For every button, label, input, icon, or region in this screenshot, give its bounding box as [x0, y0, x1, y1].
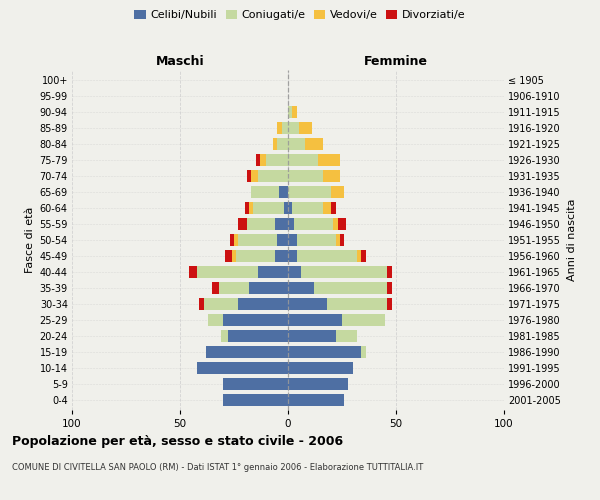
Bar: [223, 394, 288, 406]
Bar: [251, 170, 258, 182]
Bar: [288, 346, 361, 358]
Bar: [199, 298, 204, 310]
Bar: [258, 266, 288, 278]
Bar: [212, 282, 219, 294]
Bar: [288, 330, 335, 342]
Bar: [238, 298, 288, 310]
Bar: [258, 170, 288, 182]
Bar: [247, 170, 251, 182]
Bar: [288, 170, 323, 182]
Bar: [288, 298, 327, 310]
Text: Maschi: Maschi: [155, 54, 205, 68]
Bar: [266, 154, 288, 166]
Bar: [388, 266, 392, 278]
Text: Popolazione per età, sesso e stato civile - 2006: Popolazione per età, sesso e stato civil…: [12, 435, 343, 448]
Bar: [219, 282, 249, 294]
Bar: [197, 362, 288, 374]
Bar: [280, 186, 288, 198]
Bar: [318, 154, 340, 166]
Bar: [253, 202, 284, 214]
Bar: [232, 250, 236, 262]
Bar: [288, 362, 353, 374]
Bar: [388, 282, 392, 294]
Bar: [223, 378, 288, 390]
Bar: [292, 202, 323, 214]
Bar: [249, 282, 288, 294]
Bar: [314, 282, 388, 294]
Bar: [335, 330, 357, 342]
Bar: [342, 314, 385, 326]
Bar: [238, 218, 247, 230]
Bar: [299, 122, 312, 134]
Y-axis label: Anni di nascita: Anni di nascita: [566, 198, 577, 281]
Bar: [247, 218, 275, 230]
Bar: [301, 266, 388, 278]
Bar: [288, 394, 344, 406]
Bar: [292, 106, 296, 118]
Bar: [277, 122, 281, 134]
Bar: [357, 250, 361, 262]
Bar: [296, 234, 335, 246]
Bar: [238, 234, 277, 246]
Bar: [331, 186, 344, 198]
Bar: [275, 218, 288, 230]
Bar: [296, 250, 357, 262]
Text: COMUNE DI CIVITELLA SAN PAOLO (RM) - Dati ISTAT 1° gennaio 2006 - Elaborazione T: COMUNE DI CIVITELLA SAN PAOLO (RM) - Dat…: [12, 462, 423, 471]
Bar: [256, 154, 260, 166]
Legend: Celibi/Nubili, Coniugati/e, Vedovi/e, Divorziati/e: Celibi/Nubili, Coniugati/e, Vedovi/e, Di…: [130, 6, 470, 25]
Text: Femmine: Femmine: [364, 54, 428, 68]
Bar: [251, 186, 280, 198]
Bar: [208, 314, 223, 326]
Bar: [230, 234, 234, 246]
Bar: [334, 218, 338, 230]
Bar: [288, 314, 342, 326]
Bar: [206, 346, 288, 358]
Bar: [327, 298, 388, 310]
Bar: [277, 138, 288, 150]
Bar: [335, 234, 340, 246]
Bar: [277, 234, 288, 246]
Bar: [288, 218, 295, 230]
Bar: [331, 202, 335, 214]
Bar: [288, 250, 296, 262]
Bar: [275, 250, 288, 262]
Bar: [284, 202, 288, 214]
Bar: [245, 202, 249, 214]
Bar: [288, 106, 292, 118]
Bar: [288, 154, 318, 166]
Bar: [273, 138, 277, 150]
Bar: [249, 202, 253, 214]
Bar: [260, 154, 266, 166]
Bar: [388, 298, 392, 310]
Bar: [323, 170, 340, 182]
Bar: [288, 266, 301, 278]
Bar: [188, 266, 197, 278]
Bar: [295, 218, 334, 230]
Bar: [288, 186, 331, 198]
Bar: [361, 250, 366, 262]
Bar: [204, 298, 238, 310]
Bar: [197, 266, 258, 278]
Bar: [236, 250, 275, 262]
Bar: [227, 330, 288, 342]
Bar: [288, 234, 296, 246]
Bar: [221, 330, 227, 342]
Bar: [338, 218, 346, 230]
Bar: [305, 138, 323, 150]
Bar: [361, 346, 366, 358]
Bar: [288, 122, 299, 134]
Bar: [234, 234, 238, 246]
Bar: [288, 138, 305, 150]
Bar: [340, 234, 344, 246]
Bar: [288, 378, 349, 390]
Bar: [281, 122, 288, 134]
Bar: [288, 202, 292, 214]
Bar: [223, 314, 288, 326]
Bar: [226, 250, 232, 262]
Y-axis label: Fasce di età: Fasce di età: [25, 207, 35, 273]
Bar: [323, 202, 331, 214]
Bar: [288, 282, 314, 294]
